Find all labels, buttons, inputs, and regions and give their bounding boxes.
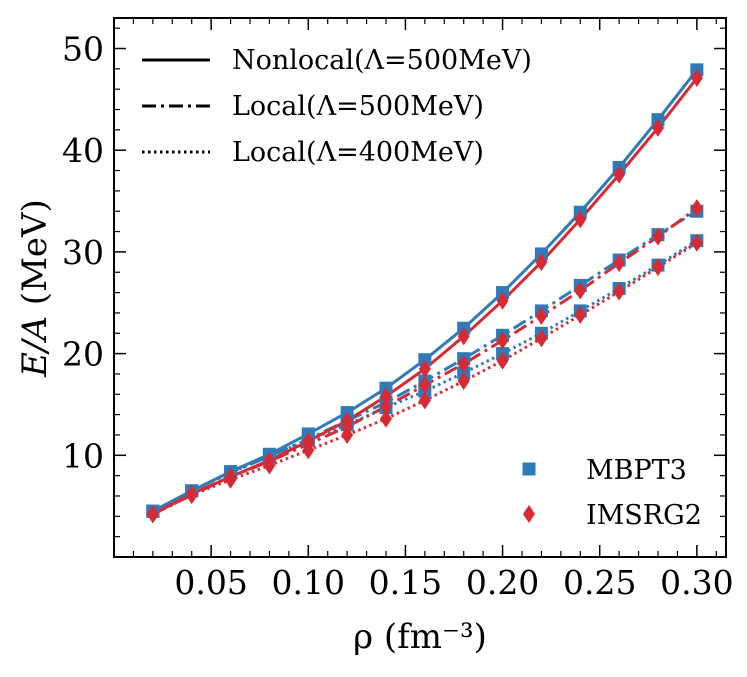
axis-ticks <box>114 18 726 557</box>
data-point-diamond <box>418 359 431 378</box>
data-point-diamond <box>341 425 354 444</box>
plot-frame <box>113 17 727 558</box>
data-point-diamond <box>380 387 392 406</box>
y-tick-label: 20 <box>62 335 104 374</box>
data-point-diamond <box>535 253 548 272</box>
data-point-diamond <box>418 376 431 395</box>
y-tick-label: 50 <box>62 30 104 69</box>
data-point-diamond <box>690 233 703 252</box>
data-point-diamond <box>185 485 198 504</box>
data-point-diamond <box>457 327 470 346</box>
data-point-square <box>522 462 536 476</box>
y-tick-label: 10 <box>62 436 104 475</box>
x-axis-label: ρ (fm⁻³) <box>353 617 487 657</box>
data-point-diamond <box>302 441 315 460</box>
legend-methods: MBPT3 IMSRG2 <box>522 455 702 531</box>
legend-line-label: Local(Λ=500MeV) <box>232 91 484 122</box>
legend-line-label: Nonlocal(Λ=500MeV) <box>232 45 532 76</box>
data-point-diamond <box>535 306 548 325</box>
data-point-diamond <box>535 329 548 348</box>
legend-marker-label: MBPT3 <box>586 455 687 486</box>
x-tick-label: 0.15 <box>369 563 442 602</box>
y-tick-label: 30 <box>62 233 104 272</box>
x-tick-label: 0.05 <box>174 563 247 602</box>
data-point-diamond <box>263 456 276 475</box>
data-point-diamond <box>496 351 509 370</box>
x-tick-label: 0.10 <box>272 563 345 602</box>
data-point-diamond <box>574 305 587 324</box>
data-point-diamond <box>224 470 237 489</box>
x-tick-label: 0.25 <box>563 563 636 602</box>
x-tick-label: 0.30 <box>660 563 733 602</box>
legend-marker-label: IMSRG2 <box>586 500 702 531</box>
data-point-diamond <box>496 291 509 310</box>
data-point-diamond <box>380 409 392 428</box>
legend-line-label: Local(Λ=400MeV) <box>232 137 484 168</box>
data-point-diamond <box>613 254 626 273</box>
data-point-square <box>418 353 432 367</box>
data-point-diamond <box>418 391 431 410</box>
data-point-diamond <box>690 199 703 218</box>
data-point-diamond <box>496 331 509 350</box>
data-point-diamond <box>457 354 470 373</box>
data-point-diamond <box>146 505 159 524</box>
data-point-diamond <box>690 69 703 88</box>
data-point-diamond <box>574 210 587 229</box>
data-point-diamond <box>574 281 587 300</box>
data-point-diamond <box>652 227 664 246</box>
y-tick-label: 40 <box>62 131 104 170</box>
data-point-diamond <box>613 165 626 184</box>
x-tick-label: 0.20 <box>466 563 539 602</box>
data-point-diamond <box>457 372 470 391</box>
data-point-diamond <box>613 282 626 301</box>
legend-line-styles: Nonlocal(Λ=500MeV) Local(Λ=500MeV) Local(Λ… <box>142 45 532 168</box>
data-point-diamond <box>652 118 664 137</box>
tick-labels: 0.05 0.10 0.15 0.20 0.25 0.30 10 20 30 40 50 <box>62 30 734 602</box>
data-point-diamond <box>523 505 535 523</box>
data-point-diamond <box>380 397 392 416</box>
data-point-diamond <box>652 258 664 277</box>
plot-area <box>146 63 704 524</box>
y-axis-label: E/A (MeV) <box>15 199 55 378</box>
